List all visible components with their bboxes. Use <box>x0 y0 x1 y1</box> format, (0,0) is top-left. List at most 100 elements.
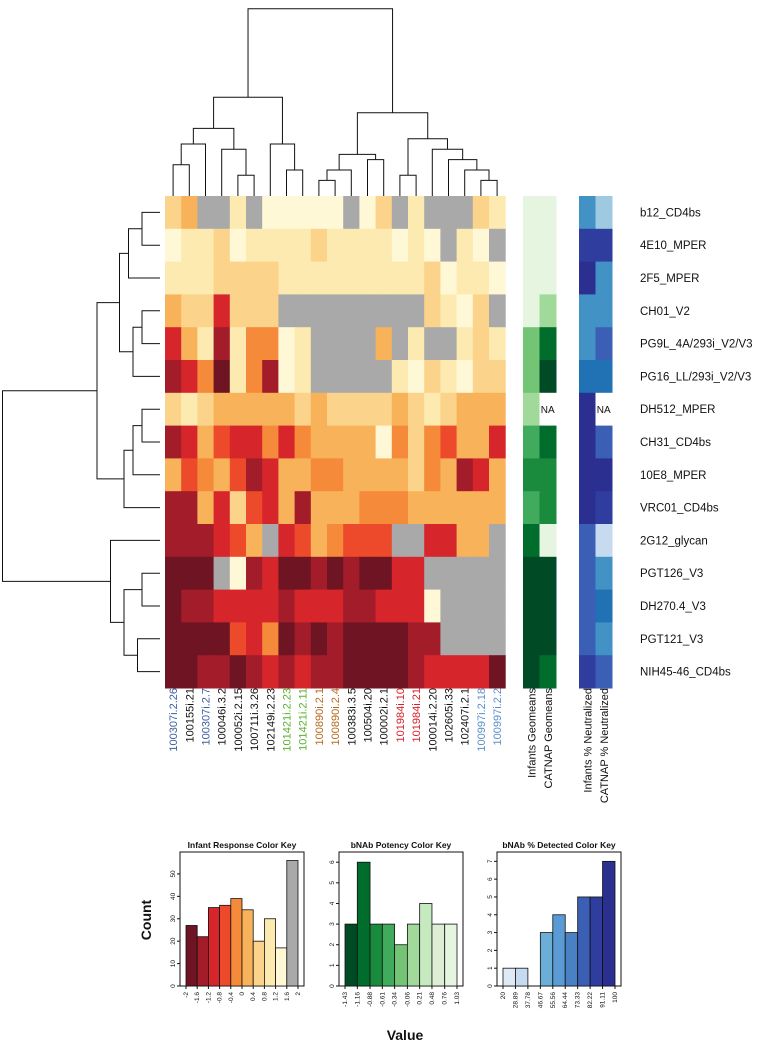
heatmap-cell <box>246 261 263 295</box>
heatmap-cell <box>327 622 344 656</box>
heatmap-cell <box>262 655 279 689</box>
heatmap-cell <box>327 261 344 295</box>
annotation-cell <box>579 524 596 558</box>
annotation-cell <box>523 655 540 689</box>
histogram-bar <box>230 898 243 987</box>
heatmap-cell <box>246 360 263 394</box>
heatmap-cell <box>343 327 360 361</box>
row-label: 10E8_MPER <box>640 470 706 482</box>
annotation-column-label: Infants % Neutralized <box>582 688 594 793</box>
heatmap-cells <box>165 196 506 689</box>
heatmap-cell <box>424 392 441 427</box>
y-tick-label: 20 <box>170 937 177 945</box>
x-tick-label: 0.8 <box>261 992 268 1001</box>
heatmap-cell <box>327 524 344 558</box>
heatmap-cell <box>310 392 328 427</box>
dendrogram-branch <box>141 572 160 607</box>
heatmap-cell <box>246 392 263 427</box>
heatmap-cell <box>375 622 393 656</box>
heatmap-cell <box>213 392 231 427</box>
heatmap-cell <box>213 556 231 591</box>
dendrogram-branch <box>221 148 247 196</box>
heatmap-cell <box>456 228 474 263</box>
heatmap-cell <box>375 261 393 295</box>
x-tick-label: -0.8 <box>217 992 224 1004</box>
heatmap-cell <box>246 458 263 492</box>
y-tick-label: 1 <box>329 963 336 967</box>
heatmap-cell <box>472 622 490 656</box>
heatmap-cell <box>456 589 474 623</box>
heatmap-cell <box>327 556 344 591</box>
heatmap-cell <box>165 425 182 459</box>
heatmap-cell <box>375 327 393 361</box>
annotation-cell <box>539 491 557 525</box>
heatmap-cell <box>375 360 393 394</box>
heatmap-cell <box>375 556 393 591</box>
heatmap-cell <box>181 360 198 394</box>
column-label: 100890i.2.1 <box>314 688 326 746</box>
heatmap-cell <box>456 360 474 394</box>
histogram-bar <box>275 947 288 987</box>
heatmap-cell <box>343 655 360 689</box>
row-label: DH512_MPER <box>640 404 715 416</box>
dendrogram-branch <box>338 153 377 170</box>
heatmap-cell <box>197 556 215 591</box>
heatmap-cell <box>343 360 360 394</box>
heatmap-cell <box>391 228 409 263</box>
dendrogram-branch <box>247 8 394 113</box>
heatmap-cell <box>165 392 182 427</box>
heatmap-cell <box>262 425 279 459</box>
heatmap-cell <box>375 392 393 427</box>
y-tick-label: 5 <box>329 881 336 885</box>
heatmap-cell <box>359 261 377 295</box>
heatmap-cell <box>310 360 328 394</box>
heatmap-cell <box>262 261 279 295</box>
annotation-cell <box>579 294 596 328</box>
heatmap-cell <box>294 360 312 394</box>
heatmap-cell <box>359 589 377 623</box>
heatmap-cell <box>391 360 409 394</box>
heatmap-cell <box>181 392 198 427</box>
annotation-cell <box>595 622 613 656</box>
heatmap-cell <box>408 294 425 328</box>
heatmap-cell <box>424 589 441 623</box>
heatmap-cell <box>278 196 296 230</box>
annotation-cell <box>595 589 613 623</box>
annotation-cell <box>595 261 613 295</box>
x-tick-label: 0.21 <box>417 992 424 1005</box>
heatmap-cell <box>181 655 198 689</box>
heatmap-cell <box>391 655 409 689</box>
heatmap-cell <box>197 622 215 656</box>
annotation-cell <box>523 556 540 591</box>
heatmap-cell <box>343 425 360 459</box>
heatmap-cell <box>456 196 474 230</box>
heatmap-cell <box>408 458 425 492</box>
heatmap-cell <box>246 556 263 591</box>
annotation-cell <box>523 491 540 525</box>
heatmap-cell <box>262 622 279 656</box>
heatmap-cell <box>246 294 263 328</box>
heatmap-cell <box>246 327 263 361</box>
heatmap-cell <box>408 655 425 689</box>
heatmap-cell <box>229 392 247 427</box>
heatmap-cell <box>472 261 490 295</box>
heatmap-cell <box>456 622 474 656</box>
heatmap-cell <box>359 655 377 689</box>
annotation-cell <box>579 556 596 591</box>
heatmap-cell <box>359 622 377 656</box>
annotation-cell <box>595 491 613 525</box>
x-tick-label: 46.67 <box>537 992 544 1009</box>
row-label: 2G12_glycan <box>640 535 708 547</box>
heatmap-cell <box>165 589 182 623</box>
heatmap-cell <box>391 556 409 591</box>
heatmap-cell <box>343 458 360 492</box>
heatmap-cell <box>489 360 506 394</box>
x-tick-label: 2 <box>295 992 302 996</box>
annotation-column-label: CATNAP % Neutralized <box>599 688 611 803</box>
heatmap-cell <box>424 524 441 558</box>
x-tick-label: 1.2 <box>273 992 280 1001</box>
dendrogram-branch <box>237 174 255 196</box>
histogram-title: Infant Response Color Key <box>188 840 297 850</box>
annotation-cell-na <box>595 392 613 427</box>
heatmap-cell <box>489 392 506 427</box>
